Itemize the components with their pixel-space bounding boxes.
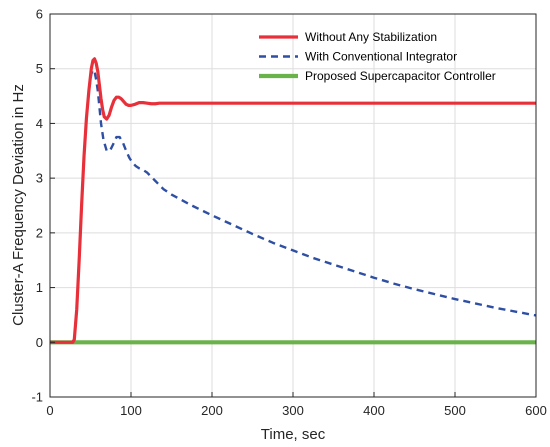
x-tick-label: 600	[525, 403, 547, 418]
series-line-1	[50, 57, 536, 344]
series-layer	[50, 57, 537, 345]
x-tick-label: 500	[444, 403, 466, 418]
y-axis-label: Cluster-A Frequency Deviation in Hz	[10, 84, 27, 326]
y-tick-label: -1	[31, 390, 43, 405]
y-tick-label: 0	[36, 335, 43, 350]
legend-label-1: Without Any Stabilization	[305, 30, 437, 44]
y-tick-label: 4	[36, 116, 43, 131]
legend: Without Any Stabilization With Convention…	[259, 30, 496, 83]
y-tick-label: 2	[36, 225, 43, 240]
y-tick-label: 3	[36, 171, 43, 186]
y-tick-label: 6	[36, 7, 43, 22]
x-tick-label: 200	[201, 403, 223, 418]
x-tick-label: 100	[120, 403, 142, 418]
x-tick-label: 0	[46, 403, 53, 418]
y-tick-label: 1	[36, 280, 43, 295]
legend-label-2: With Conventional Integrator	[305, 50, 457, 64]
x-axis-label: Time, sec	[261, 426, 326, 443]
x-tick-label: 300	[282, 403, 304, 418]
x-tick-label: 400	[363, 403, 385, 418]
y-tick-label: 5	[36, 61, 43, 76]
legend-label-3: Proposed Supercapacitor Controller	[305, 69, 496, 83]
